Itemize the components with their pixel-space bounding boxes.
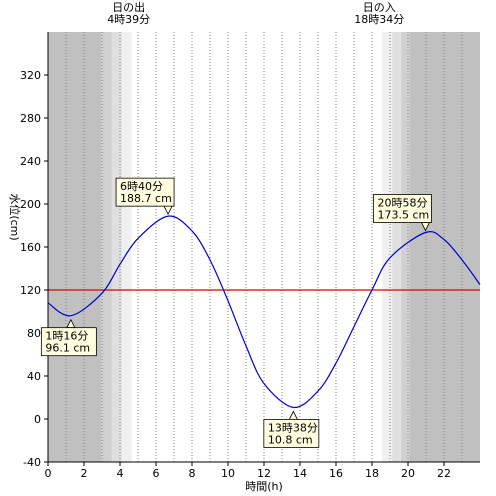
daylight-band	[111, 32, 122, 462]
sunrise-time: 4時39分	[107, 13, 150, 26]
y-tick-label: -40	[23, 456, 41, 469]
x-tick-label: 16	[329, 467, 343, 480]
y-tick-label: 200	[20, 198, 41, 211]
annotation-box	[40, 327, 97, 357]
sunset-time: 18時34分	[354, 13, 404, 26]
x-tick-label: 6	[153, 467, 160, 480]
y-tick-label: 80	[27, 327, 41, 340]
x-tick-label: 4	[117, 467, 124, 480]
annotation-time: 1時16分	[45, 330, 88, 343]
annotation-time: 13時38分	[268, 421, 318, 434]
daylight-band	[409, 32, 480, 462]
x-tick-label: 20	[401, 467, 415, 480]
sunrise-label: 日の出	[112, 0, 145, 14]
x-tick-label: 2	[81, 467, 88, 480]
daylight-band	[401, 32, 410, 462]
annotation-time: 6時40分	[120, 180, 163, 193]
y-tick-label: 160	[20, 241, 41, 254]
x-tick-label: 18	[365, 467, 379, 480]
daylight-band	[382, 32, 393, 462]
x-tick-label: 0	[45, 467, 52, 480]
annotation-value: 10.8 cm	[268, 433, 313, 446]
x-tick-label: 10	[221, 467, 235, 480]
annotation-value: 96.1 cm	[45, 342, 90, 355]
annotation-value: 188.7 cm	[120, 192, 172, 205]
x-tick-label: 12	[257, 467, 271, 480]
annotation-box	[373, 194, 432, 223]
y-tick-label: 320	[20, 69, 41, 82]
annotation-box	[263, 418, 320, 448]
annotation-value: 173.5 cm	[377, 208, 429, 221]
y-tick-label: 280	[20, 112, 41, 125]
annotation-time: 20時58分	[377, 196, 427, 209]
y-axis-label: 水位(cm)	[8, 193, 22, 240]
daylight-band	[131, 32, 383, 462]
sunset-label: 日の入	[363, 1, 396, 14]
daylight-band	[48, 32, 102, 462]
daylight-band	[101, 32, 112, 462]
tide-line	[47, 215, 481, 409]
y-tick-label: 40	[27, 370, 41, 383]
y-tick-label: 240	[20, 155, 41, 168]
x-tick-label: 8	[189, 467, 196, 480]
daylight-band	[392, 32, 402, 462]
x-axis-label: 時間(h)	[245, 480, 283, 493]
annotation-box	[115, 177, 175, 207]
x-tick-label: 22	[437, 467, 451, 480]
daylight-band	[121, 32, 132, 462]
y-tick-label: 0	[34, 413, 41, 426]
x-tick-label: 14	[293, 467, 307, 480]
y-tick-label: 120	[20, 284, 41, 297]
